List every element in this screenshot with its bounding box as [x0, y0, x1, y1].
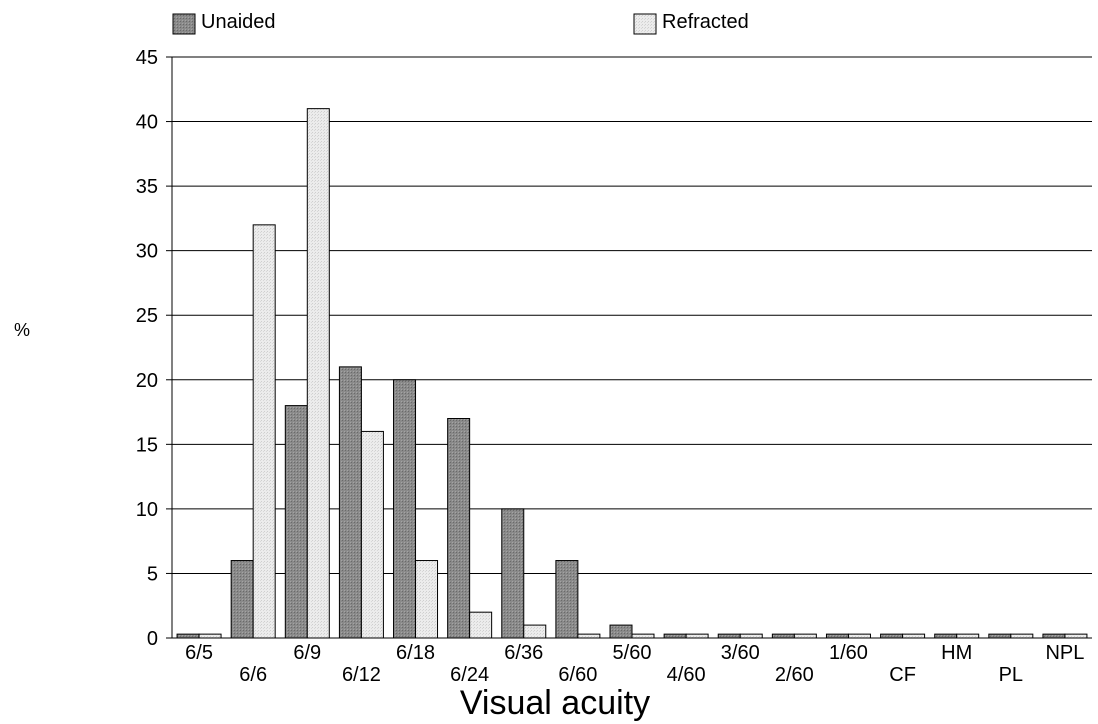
y-tick-label: 30 [136, 241, 158, 263]
bar-unaided-pl [988, 633, 1012, 639]
y-tick-label: 5 [147, 563, 158, 585]
bar-unaided-npl [1042, 633, 1066, 639]
bar-refracted-cf [902, 633, 926, 639]
x-tick-label: 3/60 [721, 642, 760, 664]
x-tick-label: 6/24 [450, 664, 489, 686]
legend-swatch-refracted [633, 13, 657, 35]
legend-label-unaided: Unaided [201, 11, 276, 33]
bar-refracted-5-60 [631, 633, 655, 639]
y-tick-label: 40 [136, 112, 158, 134]
bar-unaided-hm [934, 633, 958, 639]
bar-unaided-6-36 [501, 508, 525, 639]
bar-refracted-6-9 [306, 108, 330, 639]
x-tick-label: 6/5 [185, 642, 213, 664]
bar-refracted-pl [1010, 633, 1034, 639]
bar-unaided-6-12 [338, 366, 362, 639]
x-tick-label: PL [999, 664, 1023, 686]
bar-refracted-1-60 [847, 633, 871, 639]
y-tick-labels: 0 5 10 15 20 25 30 35 40 45 [136, 47, 172, 650]
legend: Unaided Refracted [172, 11, 749, 35]
bar-refracted-2-60 [793, 633, 817, 639]
y-axis-label: % [14, 320, 30, 340]
y-tick-label: 15 [136, 434, 158, 456]
bar-refracted-6-18 [415, 560, 439, 639]
x-tick-label: 6/12 [342, 664, 381, 686]
bar-refracted-6-24 [469, 611, 493, 639]
bar-unaided-3-60 [717, 633, 741, 639]
y-tick-label: 0 [147, 628, 158, 650]
bar-refracted-npl [1064, 633, 1088, 639]
y-tick-label: 20 [136, 370, 158, 392]
x-tick-label: 4/60 [667, 664, 706, 686]
bar-unaided-6-60 [555, 560, 579, 639]
x-tick-label: CF [889, 664, 916, 686]
legend-swatch-unaided [172, 13, 196, 35]
x-tick-label: 6/18 [396, 642, 435, 664]
bar-unaided-cf [880, 633, 904, 639]
x-tick-label: 1/60 [829, 642, 868, 664]
bar-unaided-6-18 [393, 379, 417, 639]
bar-unaided-6-24 [447, 418, 471, 639]
x-tick-label: NPL [1045, 642, 1084, 664]
x-tick-label: 6/6 [239, 664, 267, 686]
bars [176, 108, 1088, 639]
bar-refracted-6-36 [523, 624, 547, 639]
legend-label-refracted: Refracted [662, 11, 749, 33]
bar-refracted-4-60 [685, 633, 709, 639]
bar-unaided-6-6 [230, 560, 254, 639]
y-tick-label: 45 [136, 47, 158, 69]
x-tick-label: HM [941, 642, 972, 664]
y-tick-label: 10 [136, 499, 158, 521]
x-tick-label: 6/9 [293, 642, 321, 664]
bar-refracted-6-6 [252, 224, 276, 639]
axes [171, 57, 1092, 639]
x-tick-label: 6/60 [558, 664, 597, 686]
x-axis-label: Visual acuity [460, 684, 650, 722]
x-tick-label: 5/60 [613, 642, 652, 664]
bar-refracted-hm [956, 633, 980, 639]
bar-unaided-1-60 [825, 633, 849, 639]
bar-unaided-2-60 [771, 633, 795, 639]
x-tick-labels: 6/5 6/6 6/9 6/12 6/18 6/24 6/36 6/60 5/60 4/60 3/6… [185, 642, 1084, 686]
bar-unaided-5-60 [609, 624, 633, 639]
bar-refracted-6-5 [198, 633, 222, 639]
y-tick-label: 25 [136, 305, 158, 327]
bar-unaided-6-5 [176, 633, 200, 639]
y-tick-label: 35 [136, 176, 158, 198]
bar-unaided-6-9 [284, 405, 308, 639]
bar-refracted-6-12 [360, 430, 384, 639]
bar-refracted-6-60 [577, 633, 601, 639]
x-tick-label: 6/36 [504, 642, 543, 664]
bar-refracted-3-60 [739, 633, 763, 639]
x-tick-label: 2/60 [775, 664, 814, 686]
bar-unaided-4-60 [663, 633, 687, 639]
